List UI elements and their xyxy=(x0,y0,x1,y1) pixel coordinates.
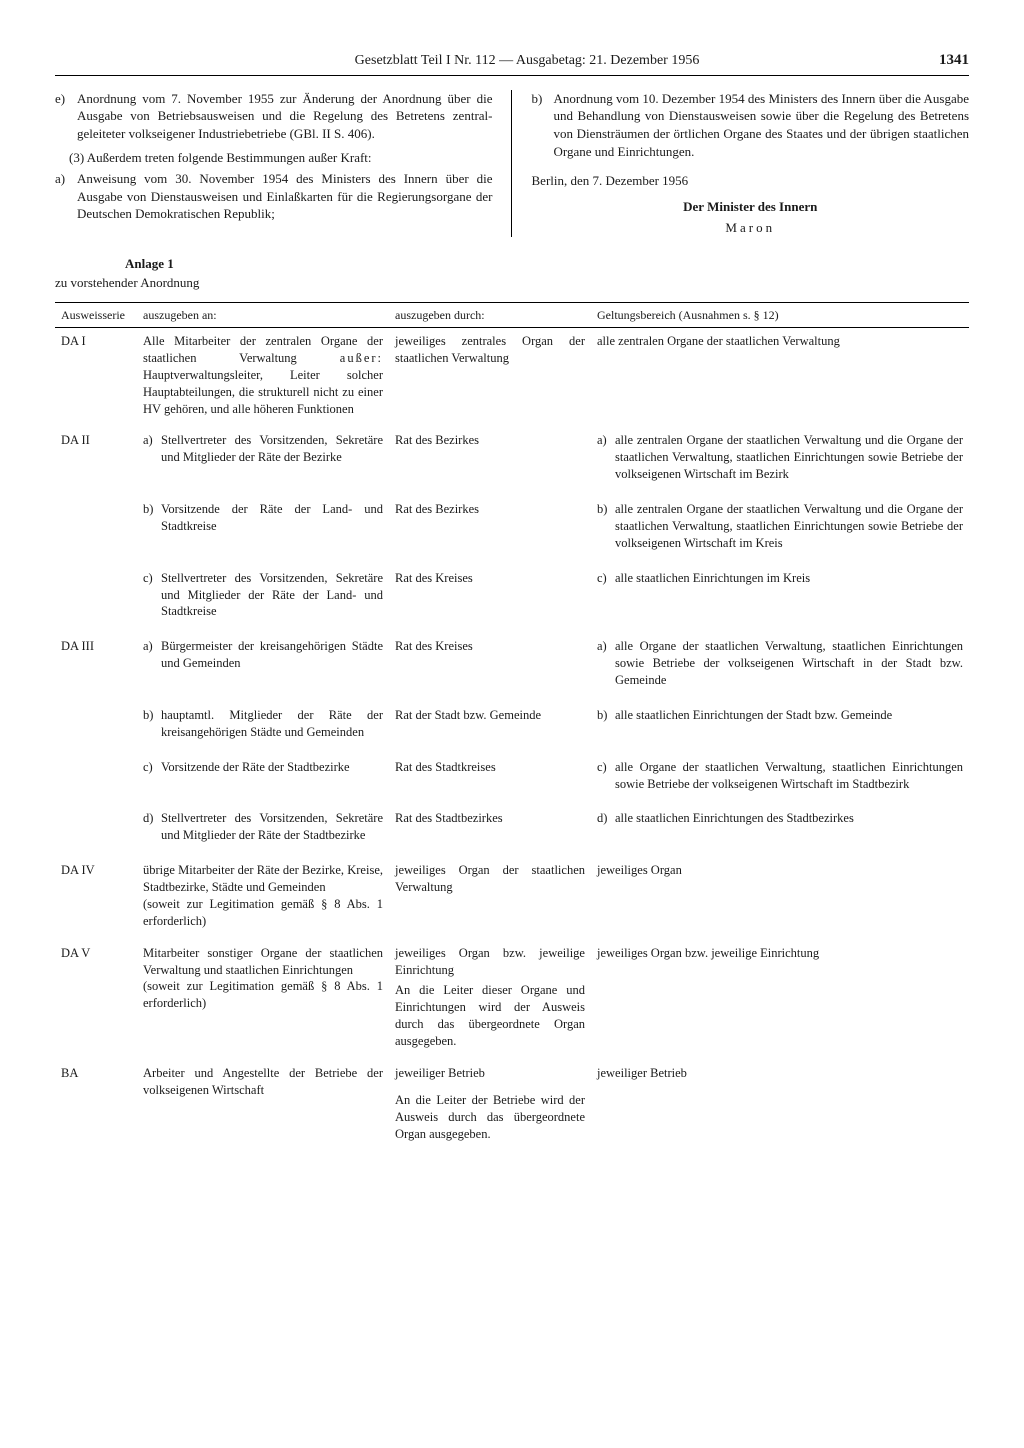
ausweis-table: Ausweisserie auszugeben an: auszugeben d… xyxy=(55,302,969,1153)
item-marker: e) xyxy=(55,90,77,143)
intro-columns: e) Anordnung vom 7. November 1955 zur Än… xyxy=(55,90,969,237)
th-durch: auszugeben durch: xyxy=(389,302,591,327)
item-marker: a) xyxy=(55,170,77,223)
signature-title: Der Minister des Innern xyxy=(532,198,970,216)
signature-name: Maron xyxy=(532,219,970,237)
signature-block: Der Minister des Innern Maron xyxy=(532,198,970,237)
cell-serie: DA II xyxy=(55,427,137,496)
table-row: b)hauptamtl. Mitglieder der Räte der kre… xyxy=(55,702,969,754)
item-marker: b) xyxy=(532,90,554,160)
cell-gelt: alle zentralen Organe der staat­lichen V… xyxy=(591,328,969,428)
paragraph-3: (3) Außerdem treten folgende Bestimmunge… xyxy=(55,149,493,167)
table-row: b)Vorsitzende der Räte der Land- und Sta… xyxy=(55,496,969,565)
item-body: Anweisung vom 30. November 1954 des Mini… xyxy=(77,170,493,223)
item-body: Anordnung vom 7. November 1955 zur Änder… xyxy=(77,90,493,143)
header-title: Gesetzblatt Teil I Nr. 112 — Ausgabetag:… xyxy=(115,52,939,71)
page-header: Gesetzblatt Teil I Nr. 112 — Ausgabetag:… xyxy=(55,50,969,76)
th-an: auszugeben an: xyxy=(137,302,389,327)
right-column: b) Anordnung vom 10. Dezember 1954 des M… xyxy=(532,90,970,237)
cell-an: Alle Mitarbeiter der zentralen Organe de… xyxy=(137,328,389,428)
left-column: e) Anordnung vom 7. November 1955 zur Än… xyxy=(55,90,512,237)
table-row: DA III a)Bürgermeister der kreisangehö­r… xyxy=(55,633,969,702)
table-row: DA IV übrige Mitarbeiter der Räte der Be… xyxy=(55,857,969,940)
table-row: DA V Mitarbeiter sonstiger Organe der st… xyxy=(55,940,969,1060)
cell-an: a)Stellvertreter des Vorsitzenden, Sekre… xyxy=(137,427,389,496)
page-number: 1341 xyxy=(939,50,969,70)
cell-durch: Rat des Bezirkes xyxy=(389,427,591,496)
table-row: c)Stellvertreter des Vorsitzenden, Sekre… xyxy=(55,565,969,634)
th-serie: Ausweisserie xyxy=(55,302,137,327)
dateline: Berlin, den 7. Dezember 1956 xyxy=(532,172,970,190)
anlage-subtitle: zu vorstehender Anordnung xyxy=(55,274,969,292)
cell-durch: jeweiliges zentrales Or­gan der staatlic… xyxy=(389,328,591,428)
table-row: DA I Alle Mitarbeiter der zentralen Orga… xyxy=(55,328,969,428)
table-row: DA II a)Stellvertreter des Vorsitzenden,… xyxy=(55,427,969,496)
table-row: d)Stellvertreter des Vorsitzenden, Sekre… xyxy=(55,805,969,857)
table-row: c)Vorsitzende der Räte der Stadt­bezirke… xyxy=(55,754,969,806)
anlage-heading: Anlage 1 xyxy=(125,255,969,273)
th-gelt: Geltungsbereich (Ausnahmen s. § 12) xyxy=(591,302,969,327)
table-row: BA Arbeiter und Angestellte der Be­trieb… xyxy=(55,1060,969,1153)
cell-serie: DA I xyxy=(55,328,137,428)
cell-gelt: a)alle zentralen Organe der staat­lichen… xyxy=(591,427,969,496)
table-body: DA I Alle Mitarbeiter der zentralen Orga… xyxy=(55,328,969,1153)
item-body: Anordnung vom 10. Dezember 1954 des Mini… xyxy=(554,90,970,160)
